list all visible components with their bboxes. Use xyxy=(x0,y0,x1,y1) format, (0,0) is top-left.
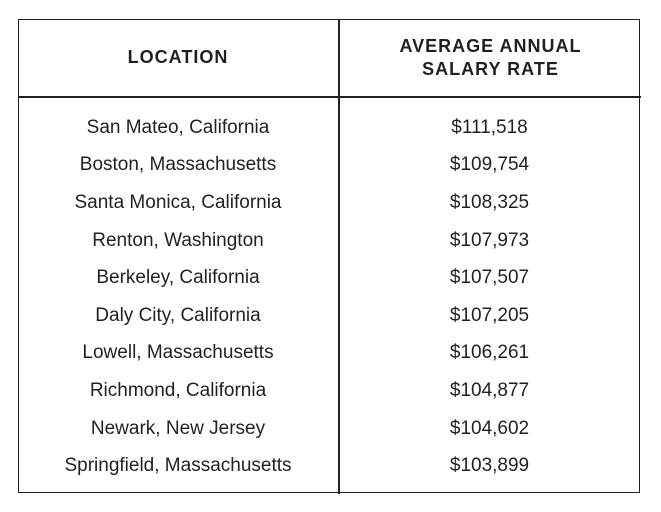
salary-cell: $107,507 xyxy=(449,267,530,289)
salary-cell: $111,518 xyxy=(451,116,528,138)
salary-cell: $104,877 xyxy=(449,379,530,401)
salary-cell: $103,899 xyxy=(449,455,530,477)
location-cell: Springfield, Massachusetts xyxy=(64,455,292,477)
location-cell: Santa Monica, California xyxy=(74,191,282,213)
table-row: Boston, Massachusetts $109,754 xyxy=(18,147,641,185)
table-body: San Mateo, California $111,518 Boston, Mas… xyxy=(18,109,641,485)
location-cell: Richmond, California xyxy=(89,379,267,401)
salary-cell: $107,205 xyxy=(449,304,530,326)
location-cell: Daly City, California xyxy=(95,304,261,326)
table-row: Renton, Washington $107,973 xyxy=(18,222,641,260)
table-row: Santa Monica, California $108,325 xyxy=(18,184,641,222)
location-cell: Berkeley, California xyxy=(96,267,260,289)
location-cell: Boston, Massachusetts xyxy=(79,154,277,176)
column-divider xyxy=(338,19,340,494)
header-location: LOCATION xyxy=(127,47,229,67)
salary-cell: $104,602 xyxy=(449,417,530,439)
salary-cell: $107,973 xyxy=(449,229,530,251)
table-row: Springfield, Massachusetts $103,899 xyxy=(18,447,641,485)
location-cell: Renton, Washington xyxy=(92,229,264,251)
table-row: Newark, New Jersey $104,602 xyxy=(18,410,641,448)
table-row: Daly City, California $107,205 xyxy=(18,297,641,335)
table-row: San Mateo, California $111,518 xyxy=(18,109,641,147)
header-salary: AVERAGE ANNUAL SALARY RATE xyxy=(340,19,641,96)
salary-cell: $108,325 xyxy=(449,191,530,213)
location-cell: Newark, New Jersey xyxy=(90,417,266,439)
salary-cell: $106,261 xyxy=(449,342,530,364)
table-row: Lowell, Massachusetts $106,261 xyxy=(18,335,641,373)
header-divider xyxy=(18,96,641,98)
location-cell: Lowell, Massachusetts xyxy=(82,342,274,364)
location-cell: San Mateo, California xyxy=(86,116,270,138)
table-row: Berkeley, California $107,507 xyxy=(18,259,641,297)
salary-table xyxy=(18,19,640,493)
salary-cell: $109,754 xyxy=(449,154,530,176)
header-salary-text: AVERAGE ANNUAL SALARY RATE xyxy=(399,35,582,79)
table-row: Richmond, California $104,877 xyxy=(18,372,641,410)
